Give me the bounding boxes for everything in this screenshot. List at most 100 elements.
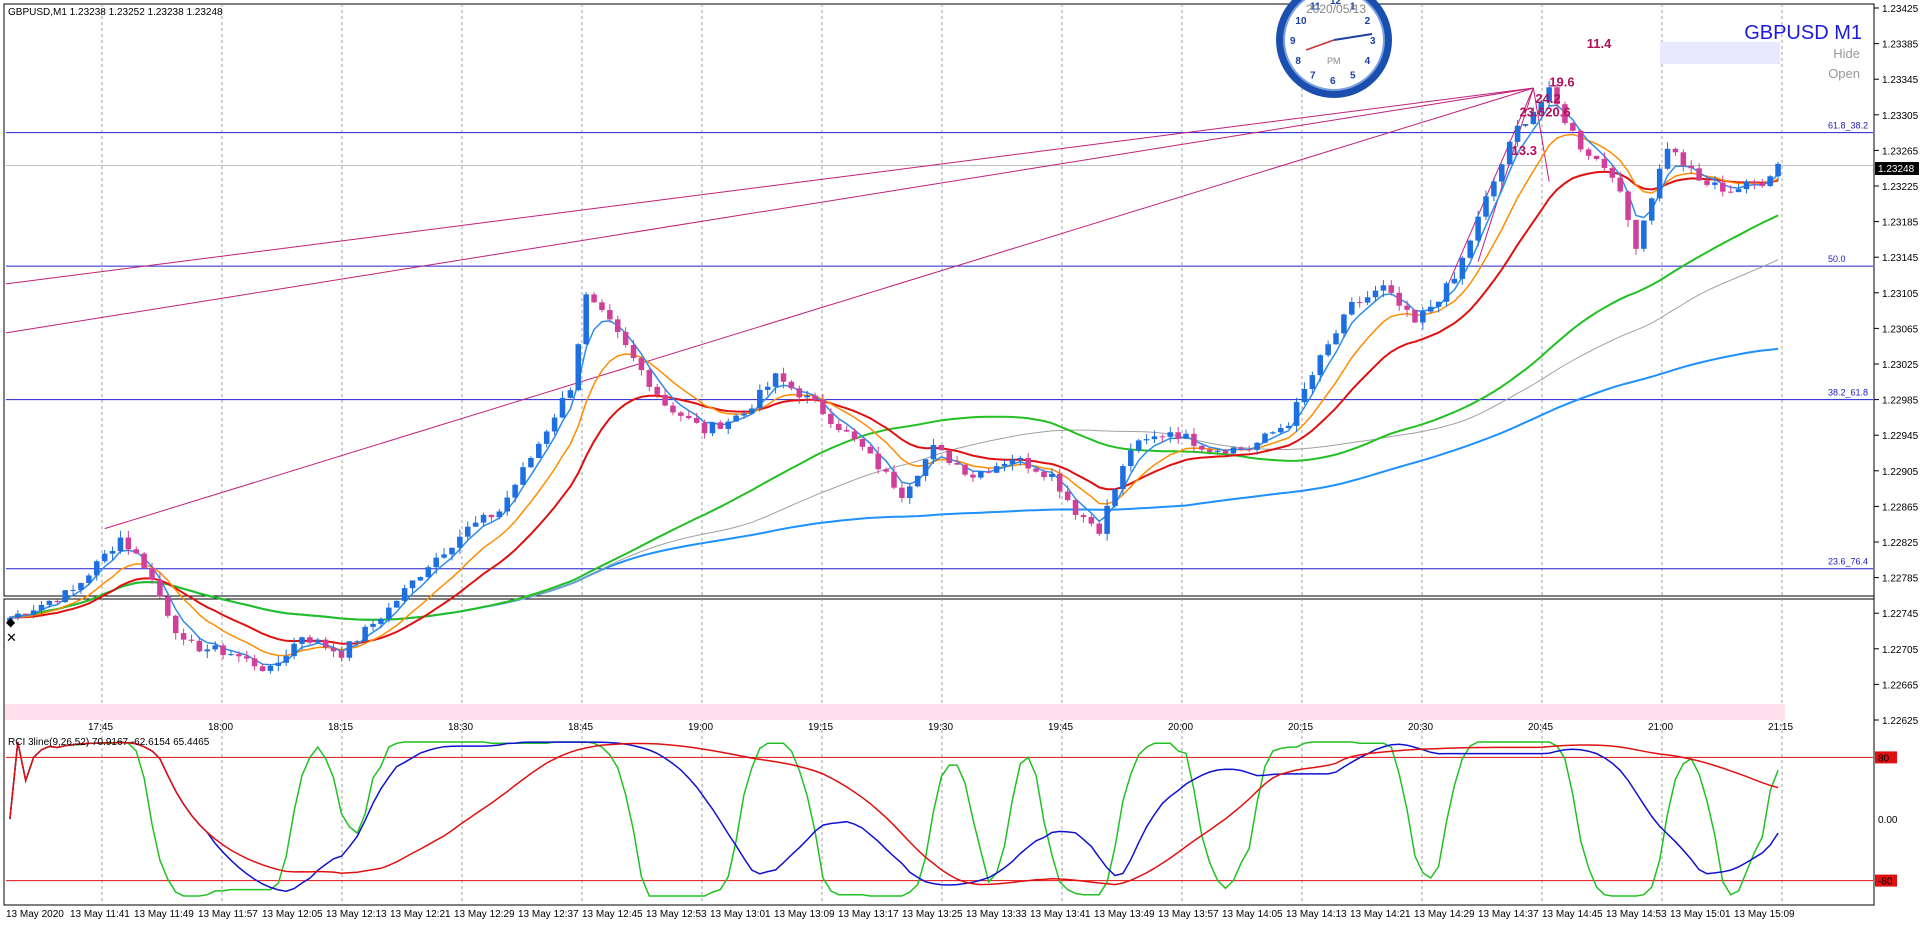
chart-symbol-info: GBPUSD,M1 1.23238 1.23252 1.23238 1.2324… [8,7,223,18]
candle-body [30,610,37,616]
candle-body [457,536,463,548]
clock-number: 9 [1290,36,1296,47]
price-tick-label: 1.23025 [1882,360,1919,371]
candle-body [441,554,447,558]
candle-body [1696,168,1702,181]
candle-body [875,453,881,470]
fan-line [1477,87,1534,262]
candle-body [867,446,874,454]
fan-labels: 11.4 19.6 24.223.6 20.6 13.3 [1512,36,1612,158]
candle-body [362,626,368,642]
price-tick-label: 1.23345 [1882,75,1919,86]
candle-body [1467,240,1473,258]
close-icon[interactable]: ✕ [6,630,17,645]
rci-level-label: 0.00 [1878,815,1898,826]
price-axis-ticks: 1.23425 1.23385 1.23345 1.23305 1.23265 1.232… [1874,4,1919,727]
candle-body [1420,311,1426,323]
candle-body [1491,181,1497,197]
candle-body [236,654,242,657]
clock-number: 11 [1310,1,1321,12]
candle-body [322,639,329,648]
candle-body [307,637,313,643]
hide-button[interactable]: Hide [1833,46,1860,61]
rci-time-label: 13 May 12:29 [454,909,515,920]
candle-body [1333,333,1339,345]
candle-body [1301,388,1308,403]
candle-body [1727,191,1734,193]
candle-body [1262,433,1268,443]
clock-date: 2020/05/13 [1306,2,1366,16]
candle-body [985,471,992,473]
candle-body [1688,165,1694,169]
candle-body [1246,449,1252,451]
pin-icon[interactable]: ◆ [6,615,16,629]
candle-body [551,417,558,432]
fibo-label: 61.8_38.2 [1828,121,1868,131]
candle-body [259,666,266,672]
time-tick-label: 20:45 [1528,722,1553,733]
rci-time-label: 13 May 2020 [6,909,64,920]
fan-line [5,87,1534,285]
candle-body [962,464,968,475]
candle-body [1475,216,1481,241]
rci-axis-ticks: 80 0.00 -80 13 May 2020 13 May 11:41 13 May 1… [6,751,1898,920]
rci-time-label: 13 May 13:33 [966,909,1027,920]
candle-body [1080,515,1087,518]
candle-body [117,537,124,551]
candle-body [433,557,439,568]
candle-body [78,583,84,590]
candle-body [1743,181,1750,190]
rci-time-label: 13 May 15:09 [1734,909,1795,920]
rci-long-line [9,741,1779,886]
candle-body [378,618,384,624]
candle-body [946,450,953,464]
candle-body [401,588,408,601]
candle-body [1404,305,1410,310]
candle-body [7,617,13,623]
price-tick-label: 1.23305 [1882,111,1919,122]
resistance-zone [1660,42,1780,64]
time-tick-label: 20:00 [1168,722,1193,733]
candle-body [1088,517,1095,524]
candle-body [1009,459,1016,464]
time-tick-label: 19:45 [1048,722,1073,733]
candle-body [1064,491,1071,501]
candle-body [251,658,258,667]
candle-body [1570,122,1576,131]
candle-body [1451,278,1458,284]
candle-body [488,514,495,518]
candle-body [1341,314,1347,334]
fibonacci-levels: 61.8_38.2 50.0 38.2_61.8 23.6_76.4 [6,121,1873,570]
candle-body [788,381,795,389]
price-tick-label: 1.22825 [1882,538,1919,549]
candle-body [354,641,361,643]
candle-body [464,526,471,537]
time-tick-label: 20:30 [1408,722,1433,733]
current-price-box [1875,162,1919,175]
candle-body [646,370,653,387]
rci-time-label: 13 May 14:21 [1350,909,1411,920]
rci-time-label: 13 May 12:53 [646,909,707,920]
candle-body [220,645,226,656]
candle-body [1522,124,1529,126]
candle-body [1767,176,1773,186]
candle-body [1380,285,1387,291]
candle-body [165,596,171,616]
candle-body [843,429,850,432]
price-tick-label: 1.22905 [1882,467,1919,478]
candle-body [1199,445,1205,450]
candle-body [370,623,376,627]
candle-body [1577,130,1584,150]
candle-body [1017,457,1024,460]
candle-body [62,590,68,603]
candle-body [1104,505,1110,534]
candle-body [607,310,613,320]
candle-body [188,639,195,641]
candle-body [1427,306,1434,312]
price-tick-label: 1.23265 [1882,146,1919,157]
open-button[interactable]: Open [1828,66,1860,81]
candle-body [1656,168,1663,199]
candle-body [109,550,116,554]
candle-body [1033,468,1039,472]
candle-body [1309,375,1316,389]
